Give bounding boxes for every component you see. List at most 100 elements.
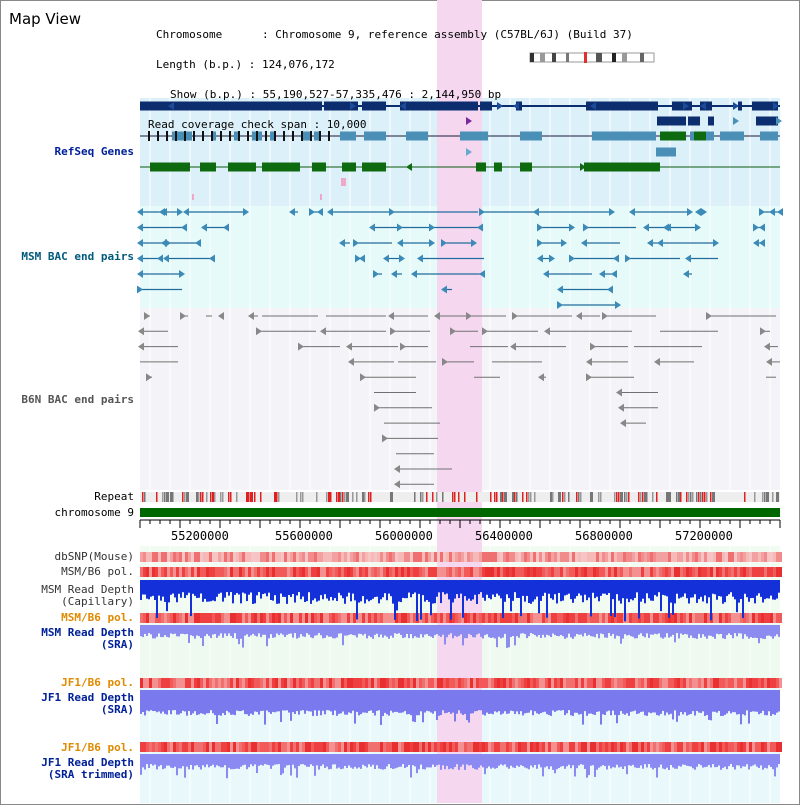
heat-cell — [278, 613, 281, 623]
depth-bar — [222, 580, 224, 602]
depth-bar — [350, 580, 352, 602]
track-label-b6n-bac[interactable]: B6N BAC end pairs — [21, 393, 134, 406]
depth-bar — [552, 690, 554, 711]
heat-cell — [707, 552, 710, 562]
gene-exon — [688, 116, 700, 126]
heat-cell — [683, 742, 686, 752]
depth-bar — [722, 690, 724, 716]
heat-cell — [221, 567, 224, 577]
heat-cell — [545, 678, 548, 688]
track-label-msm-b6-pol-2[interactable]: MSM/B6 pol. — [61, 611, 134, 624]
track-label-msm-bac[interactable]: MSM BAC end pairs — [21, 250, 134, 263]
depth-bar — [306, 580, 308, 602]
heat-cell — [191, 742, 194, 752]
track-label-jf1-b6-pol-2[interactable]: JF1/B6 pol. — [61, 741, 134, 754]
depth-bar — [626, 625, 628, 636]
depth-bar — [216, 754, 218, 766]
heat-cell — [542, 567, 545, 577]
depth-bar — [584, 754, 586, 769]
heat-cell — [197, 567, 200, 577]
bac-end-arrow — [373, 270, 379, 278]
heat-cell — [734, 567, 737, 577]
depth-bar — [726, 580, 728, 597]
track-label-refseq[interactable]: RefSeq Genes — [54, 145, 134, 158]
heat-cell — [629, 613, 632, 623]
bac-end-arrow — [360, 373, 366, 382]
depth-bar — [526, 625, 528, 639]
depth-bar — [574, 690, 576, 713]
heat-cell — [605, 613, 608, 623]
depth-bar — [342, 690, 344, 712]
depth-bar — [400, 580, 402, 603]
depth-bar — [388, 580, 390, 594]
heat-cell — [443, 678, 446, 688]
depth-bar — [538, 690, 540, 715]
track-label-msm-b6-pol-1[interactable]: MSM/B6 pol. — [61, 565, 134, 578]
depth-bar — [308, 690, 310, 712]
heat-cell — [491, 552, 494, 562]
depth-bar — [720, 580, 722, 597]
heat-cell — [536, 613, 539, 623]
depth-bar — [738, 690, 740, 715]
heat-cell — [611, 552, 614, 562]
heat-cell — [479, 552, 482, 562]
depth-bar — [324, 580, 326, 595]
heat-cell — [731, 552, 734, 562]
depth-bar — [304, 580, 306, 603]
track-label-msm-depth-sra[interactable]: MSM Read Depth (SRA) — [41, 626, 134, 651]
track-label-chromosome[interactable]: chromosome 9 — [54, 506, 134, 519]
depth-bar — [730, 625, 732, 635]
heat-cell — [440, 613, 443, 623]
heat-cell — [653, 567, 656, 577]
heat-cell — [290, 742, 293, 752]
depth-bar — [176, 754, 178, 776]
heat-cell — [614, 552, 617, 562]
depth-bar — [764, 625, 766, 639]
bac-end-arrow — [441, 239, 447, 247]
depth-bar — [374, 754, 376, 770]
heat-cell — [503, 567, 506, 577]
bac-end-arrow — [355, 254, 361, 263]
heat-cell — [410, 613, 413, 623]
heat-cell — [644, 567, 647, 577]
depth-bar — [446, 690, 448, 713]
depth-bar — [458, 754, 460, 770]
gene-exon — [760, 131, 778, 141]
depth-bar — [756, 625, 758, 638]
heat-cell — [779, 613, 782, 623]
depth-bar — [392, 625, 394, 638]
heat-cell — [212, 567, 215, 577]
track-label-msm-depth-capillary[interactable]: MSM Read Depth (Capillary) — [41, 583, 134, 608]
gene-exon — [211, 131, 213, 141]
jf1-b6-pol-strip-2 — [140, 742, 782, 752]
track-label-dbsnp[interactable]: dbSNP(Mouse) — [54, 550, 134, 563]
depth-bar — [762, 754, 764, 770]
track-label-jf1-b6-pol-1[interactable]: JF1/B6 pol. — [61, 676, 134, 689]
track-label-jf1-depth-sra[interactable]: JF1 Read Depth (SRA) — [41, 691, 134, 716]
depth-bar — [654, 754, 656, 768]
heat-cell — [218, 678, 221, 688]
heat-cell — [743, 742, 746, 752]
depth-bar — [608, 690, 610, 711]
track-label-repeat[interactable]: Repeat — [94, 490, 134, 503]
depth-bar — [454, 690, 456, 722]
heat-cell — [242, 613, 245, 623]
track-label-jf1-depth-trimmed[interactable]: JF1 Read Depth (SRA trimmed) — [41, 756, 134, 781]
depth-bar — [192, 690, 194, 714]
depth-bar — [582, 754, 584, 765]
heat-cell — [350, 567, 353, 577]
depth-bar — [614, 580, 616, 618]
depth-bar — [278, 625, 280, 636]
depth-bar — [368, 754, 370, 765]
gene-exon — [314, 131, 320, 141]
ideogram-band — [622, 53, 627, 62]
repeat-element — [420, 492, 422, 502]
depth-bar — [220, 580, 222, 593]
depth-bar — [398, 625, 400, 634]
depth-bar — [340, 625, 342, 634]
heat-cell — [185, 678, 188, 688]
depth-bar — [708, 754, 710, 766]
depth-bar — [652, 625, 654, 635]
heat-cell — [590, 567, 593, 577]
